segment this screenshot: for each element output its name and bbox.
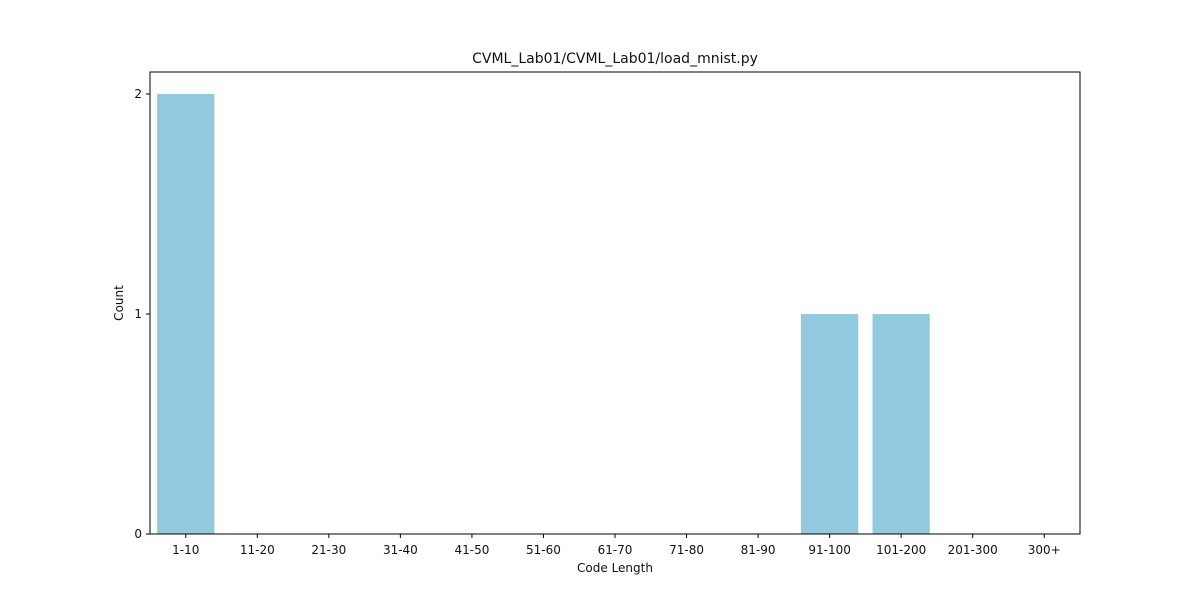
y-tick-label: 0 (134, 527, 142, 541)
x-tick-label: 11-20 (240, 543, 275, 557)
y-axis-title: Count (112, 285, 126, 321)
x-tick-label: 91-100 (808, 543, 851, 557)
x-tick-label: 51-60 (526, 543, 561, 557)
bar-1-10 (157, 94, 215, 534)
x-tick-label: 71-80 (669, 543, 704, 557)
bar-91-100 (801, 314, 859, 534)
y-tick-label: 1 (134, 307, 142, 321)
bars-layer (157, 94, 930, 534)
x-tick-label: 300+ (1028, 543, 1061, 557)
chart-title: CVML_Lab01/CVML_Lab01/load_mnist.py (472, 51, 758, 67)
bar-101-200 (872, 314, 930, 534)
x-tick-label: 31-40 (383, 543, 418, 557)
x-tick-label: 201-300 (948, 543, 998, 557)
y-tick-label: 2 (134, 87, 142, 101)
x-tick-label: 81-90 (741, 543, 776, 557)
x-axis-ticks: 1-10 11-20 21-30 31-40 41-50 51-60 61-70 71-80 8… (172, 534, 1061, 557)
x-axis-title: Code Length (577, 561, 653, 575)
x-tick-label: 21-30 (311, 543, 346, 557)
x-tick-label: 41-50 (454, 543, 489, 557)
x-tick-label: 61-70 (598, 543, 633, 557)
x-tick-label: 1-10 (172, 543, 199, 557)
y-axis-ticks: 0 1 2 (134, 87, 150, 541)
plot-area-frame (149, 71, 1081, 535)
x-tick-label: 101-200 (876, 543, 926, 557)
